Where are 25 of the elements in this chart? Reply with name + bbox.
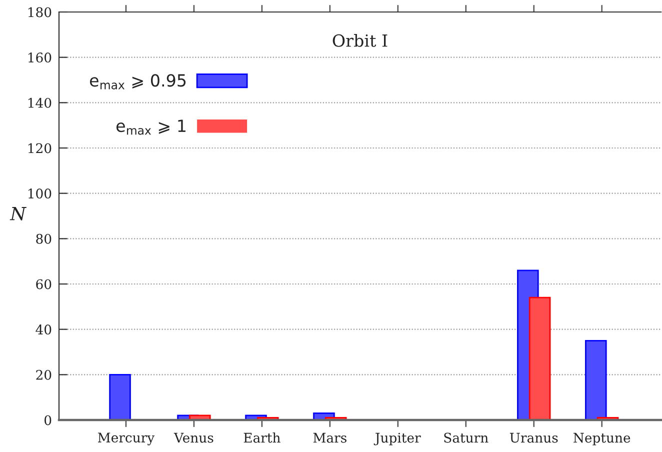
x-tick-label: Earth — [244, 432, 280, 443]
y-tick-label: 160 — [28, 52, 52, 63]
bar — [109, 374, 131, 420]
x-tick-label: Jupiter — [374, 432, 421, 446]
x-tick-label: Mercury — [98, 432, 155, 446]
x-tick-label: Mars — [313, 432, 346, 443]
bar — [585, 340, 607, 420]
legend-label: e$_{max}$ ⩾ 0.95 — [90, 74, 186, 90]
legend-label: e$_{max}$ ⩾ 1 — [116, 120, 186, 135]
y-tick-label: 20 — [36, 370, 52, 380]
x-tick-label: Neptune — [574, 432, 630, 446]
text: Orbit I — [332, 34, 388, 47]
y-tick-label: 40 — [36, 324, 52, 335]
x-tick-label: Saturn — [444, 432, 488, 443]
y-tick-label: 100 — [28, 188, 52, 199]
y-tick-label: 60 — [36, 279, 52, 290]
y-tick-label: 80 — [36, 234, 52, 244]
y-axis-title: N — [10, 207, 26, 220]
y-tick-label: 120 — [28, 143, 52, 154]
y-tick-label: 0 — [44, 415, 52, 426]
x-tick-label: Uranus — [510, 432, 558, 443]
x-tick-label: Venus — [174, 432, 214, 443]
y-tick-label: 140 — [28, 98, 52, 108]
y-tick-label: 180 — [28, 7, 52, 18]
bar — [528, 296, 551, 420]
